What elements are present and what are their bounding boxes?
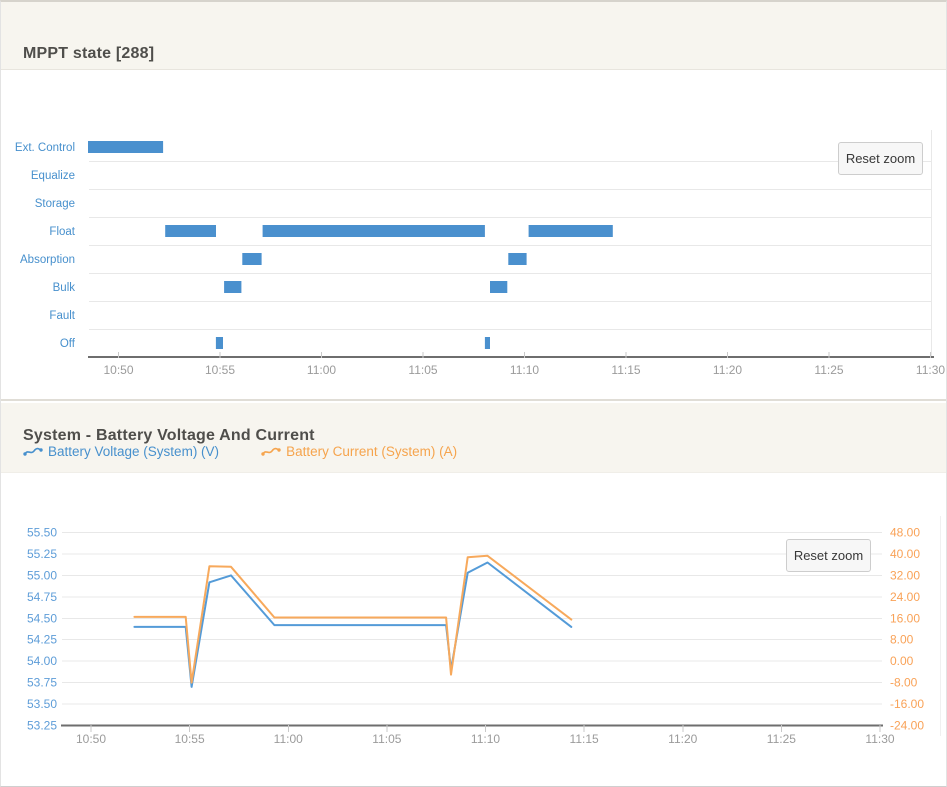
legend-item-battery-current[interactable]: Battery Current (System) (A): [261, 444, 457, 459]
mppt-state-panel: MPPT state [288] Reset zoom: [1, 2, 946, 401]
legend-label-battery-current: Battery Current (System) (A): [286, 444, 458, 459]
line-series-icon: [261, 447, 281, 456]
mppt-panel-title: MPPT state [288]: [23, 44, 155, 62]
legend-label-battery-voltage: Battery Voltage (System) (V): [48, 444, 220, 459]
mppt-panel-header: MPPT state [288]: [1, 2, 946, 70]
reset-zoom-button[interactable]: Reset zoom: [838, 142, 923, 175]
battery-panel-header: System - Battery Voltage And Current Bat…: [1, 403, 946, 473]
reset-zoom-button[interactable]: Reset zoom: [786, 539, 871, 572]
battery-voltage-current-panel: System - Battery Voltage And Current Bat…: [1, 403, 946, 786]
chart-legend: Battery Voltage (System) (V) Battery Cur…: [23, 444, 457, 459]
line-series-icon: [23, 447, 43, 456]
legend-item-battery-voltage[interactable]: Battery Voltage (System) (V): [23, 444, 219, 459]
battery-panel-title: System - Battery Voltage And Current: [23, 426, 315, 444]
